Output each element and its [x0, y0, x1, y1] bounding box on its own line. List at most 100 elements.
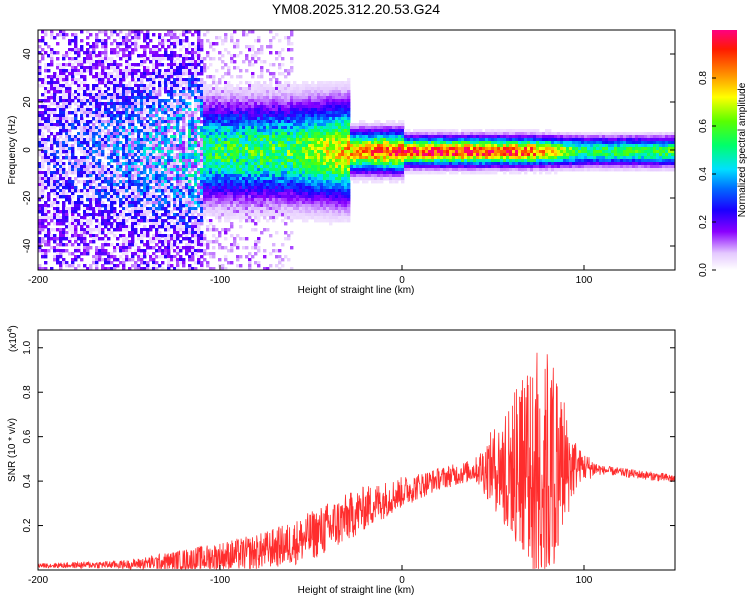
- spectrogram-cell: [134, 102, 138, 106]
- spectrogram-cell: [170, 186, 174, 190]
- spectrogram-cell: [92, 123, 96, 127]
- spectrogram-cell: [128, 69, 132, 73]
- spectrogram-cell: [254, 180, 258, 184]
- spectrogram-cell: [260, 165, 264, 169]
- spectrogram-cell: [230, 138, 234, 142]
- spectrogram-cell: [257, 126, 261, 130]
- spectrogram-cell: [53, 96, 57, 100]
- spectrogram-cell: [44, 63, 48, 67]
- spectrogram-cell: [101, 63, 105, 67]
- spectrogram-cell: [293, 201, 297, 205]
- spectrogram-cell: [50, 36, 54, 40]
- spectrogram-cell: [53, 162, 57, 166]
- spectrogram-cell: [200, 180, 204, 184]
- spectrogram-cell: [290, 201, 294, 205]
- spectrogram-cell: [62, 195, 66, 199]
- spectrogram-cell: [200, 153, 204, 157]
- spectrogram-cell: [125, 87, 129, 91]
- spectrogram-cell: [164, 102, 168, 106]
- spectrogram-cell: [197, 168, 201, 172]
- spectrogram-cell: [140, 129, 144, 133]
- spectrogram-cell: [83, 183, 87, 187]
- spectrogram-cell: [56, 138, 60, 142]
- spectrogram-cell: [128, 144, 132, 148]
- spectrogram-cell: [188, 171, 192, 175]
- spectrogram-cell: [167, 120, 171, 124]
- spectrogram-cell: [188, 189, 192, 193]
- spectrogram-cell: [50, 234, 54, 238]
- spectrogram-cell: [254, 195, 258, 199]
- spectrogram-cell: [152, 225, 156, 229]
- spectrogram-cell: [104, 171, 108, 175]
- spectrogram-cell: [56, 78, 60, 82]
- spectrogram-cell: [128, 165, 132, 169]
- spectrogram-cell: [161, 204, 165, 208]
- spectrogram-cell: [200, 42, 204, 46]
- spectrogram-cell: [104, 126, 108, 130]
- spectrogram-cell: [83, 153, 87, 157]
- spectrogram-cell: [146, 153, 150, 157]
- spectrogram-cell: [50, 84, 54, 88]
- spectrogram-cell: [56, 96, 60, 100]
- spectrogram-cell: [86, 210, 90, 214]
- spectrogram-cell: [221, 39, 225, 43]
- spectrogram-cell: [278, 210, 282, 214]
- spectrogram-cell: [89, 201, 93, 205]
- spectrogram-cell: [59, 168, 63, 172]
- spectrogram-cell: [290, 171, 294, 175]
- spectrogram-cell: [218, 234, 222, 238]
- spectrogram-cell: [236, 93, 240, 97]
- spectrogram-cell: [227, 216, 231, 220]
- spectrogram-cell: [260, 108, 264, 112]
- spectrogram-cell: [44, 108, 48, 112]
- spectrogram-cell: [188, 231, 192, 235]
- spectrogram-cell: [164, 90, 168, 94]
- spectrogram-cell: [179, 156, 183, 160]
- spectrogram-cell: [146, 93, 150, 97]
- spectrogram-cell: [92, 63, 96, 67]
- spectrogram-cell: [74, 204, 78, 208]
- spectrogram-cell: [56, 132, 60, 136]
- spectrogram-cell: [194, 126, 198, 130]
- spectrogram-cell: [56, 33, 60, 37]
- spectrogram-cell: [158, 99, 162, 103]
- spectrogram-cell: [59, 126, 63, 130]
- spectrogram-cell: [161, 162, 165, 166]
- spectrogram-cell: [149, 267, 153, 270]
- spectrogram-cell: [119, 189, 123, 193]
- spectrogram-cell: [263, 177, 267, 181]
- spectrogram-cell: [239, 189, 243, 193]
- spectrogram-cell: [71, 186, 75, 190]
- spectrogram-cell: [50, 141, 54, 145]
- spectrogram-cell: [44, 219, 48, 223]
- spectrogram-cell: [296, 105, 300, 109]
- spectrogram-cell: [224, 162, 228, 166]
- spectrogram-cell: [269, 210, 273, 214]
- spectrogram-cell: [161, 183, 165, 187]
- spectrogram-cell: [179, 240, 183, 244]
- spectrogram-cell: [122, 216, 126, 220]
- spectrogram-cell: [269, 198, 273, 202]
- spectrogram-cell: [65, 150, 69, 154]
- spectrogram-cell: [188, 63, 192, 67]
- spectrogram-cell: [86, 174, 90, 178]
- spectrogram-cell: [287, 102, 291, 106]
- spectrogram-cell: [86, 228, 90, 232]
- spectrogram-cell: [278, 147, 282, 151]
- spectrogram-cell: [50, 126, 54, 130]
- spectrogram-cell: [89, 216, 93, 220]
- spectrogram-cell: [155, 213, 159, 217]
- spectrogram-cell: [107, 156, 111, 160]
- spectrogram-cell: [281, 192, 285, 196]
- spectrogram-cell: [224, 123, 228, 127]
- spectrogram-cell: [191, 153, 195, 157]
- spectrogram-cell: [278, 105, 282, 109]
- spectrogram-cell: [116, 99, 120, 103]
- spectrogram-cell: [104, 204, 108, 208]
- spectrogram-cell: [155, 186, 159, 190]
- spectrogram-cell: [260, 156, 264, 160]
- spectrogram-cell: [143, 267, 147, 270]
- spectrogram-cell: [209, 228, 213, 232]
- spectrogram-cell: [107, 135, 111, 139]
- spectrogram-cell: [182, 246, 186, 250]
